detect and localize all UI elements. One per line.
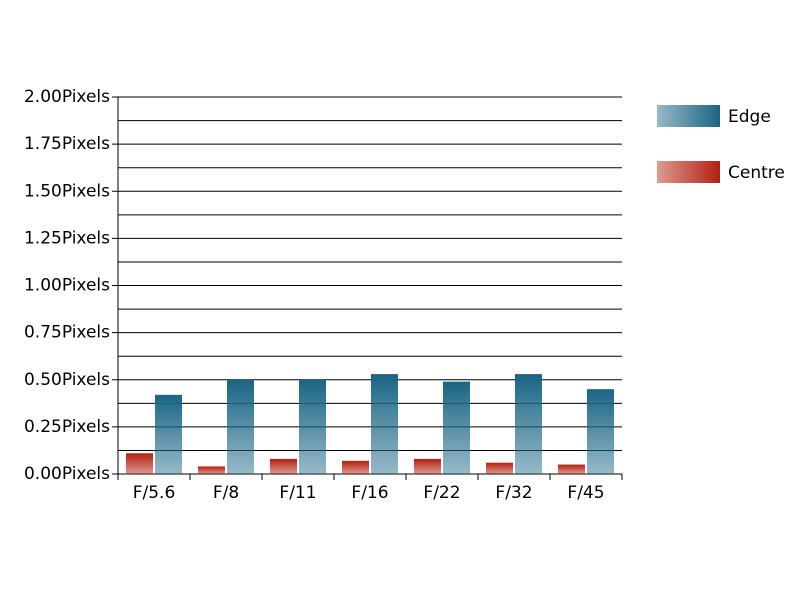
bar	[299, 379, 326, 474]
y-tick-label: 0.25Pixels	[24, 417, 110, 437]
bar	[227, 379, 254, 474]
bar	[342, 460, 369, 474]
y-tick-label: 1.50Pixels	[24, 181, 110, 201]
bar	[558, 464, 585, 474]
legend-swatch	[657, 161, 720, 183]
y-tick-label: 0.75Pixels	[24, 323, 110, 343]
bar	[443, 381, 470, 474]
x-tick-label: F/16	[351, 483, 388, 503]
bar	[414, 458, 441, 474]
y-tick-label: 0.00Pixels	[24, 464, 110, 484]
legend-label: Centre	[728, 163, 785, 183]
bar	[155, 394, 182, 474]
y-tick-label: 1.00Pixels	[24, 276, 110, 296]
x-tick-label: F/22	[423, 483, 460, 503]
legend-swatch	[657, 105, 720, 127]
x-tick-label: F/32	[495, 483, 532, 503]
y-tick-label: 2.00Pixels	[24, 87, 110, 107]
y-tick-label: 1.75Pixels	[24, 134, 110, 154]
bar	[486, 462, 513, 474]
y-tick-label: 0.50Pixels	[24, 370, 110, 390]
x-tick-label: F/8	[213, 483, 239, 503]
bar	[270, 458, 297, 474]
bar	[515, 374, 542, 474]
x-tick-label: F/45	[567, 483, 604, 503]
bar	[587, 389, 614, 474]
y-tick-label: 1.25Pixels	[24, 228, 110, 248]
bar	[126, 453, 153, 474]
bar	[371, 374, 398, 474]
x-tick-label: F/5.6	[133, 483, 176, 503]
bar	[198, 466, 225, 474]
x-tick-label: F/11	[279, 483, 316, 503]
legend-label: Edge	[728, 107, 771, 127]
